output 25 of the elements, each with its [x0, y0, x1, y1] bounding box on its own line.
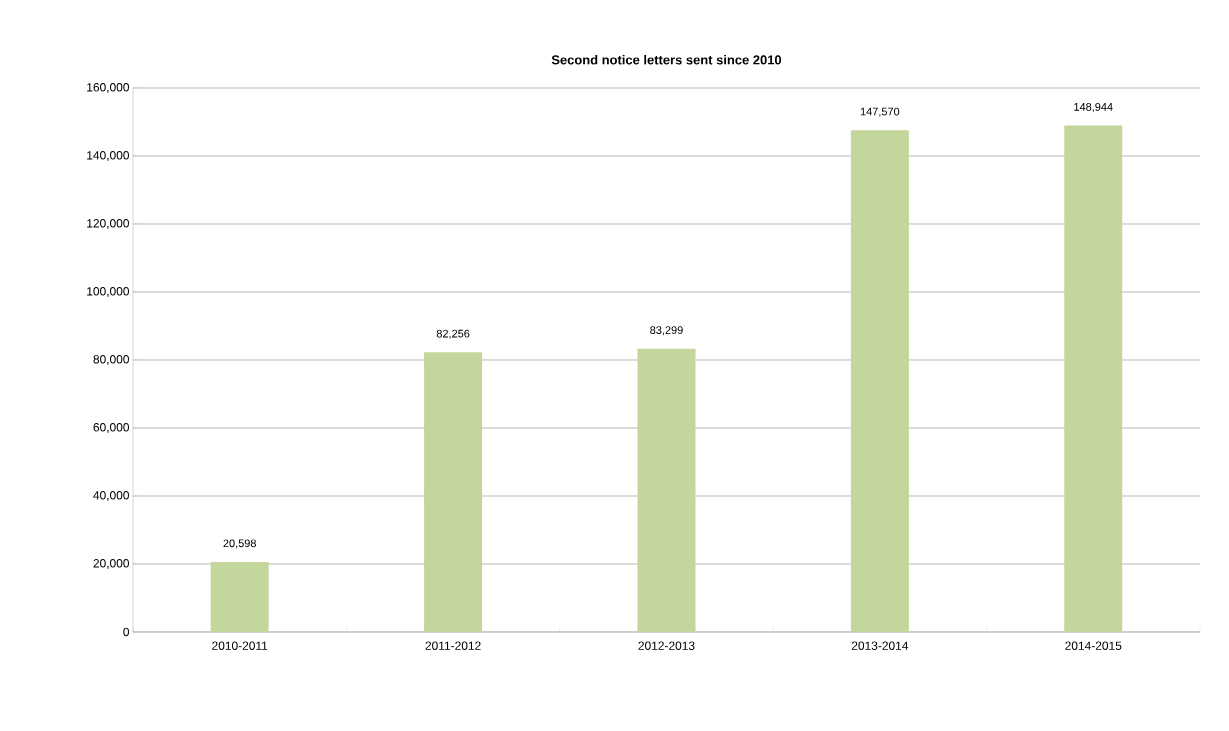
x-tick-label: 2010-2011: [212, 641, 268, 650]
x-tick-label: 2012-2013: [638, 641, 695, 650]
y-tick-label: 80,000: [93, 355, 130, 365]
bar: [637, 348, 696, 632]
chart-title: Second notice letters sent since 2010: [551, 54, 782, 65]
y-tick-label: 160,000: [87, 83, 130, 93]
y-tick-label: 120,000: [87, 219, 130, 229]
x-tick-label: 2011-2012: [425, 641, 481, 650]
y-tick-label: 60,000: [93, 423, 130, 433]
bar: [1064, 125, 1123, 632]
bar: [850, 130, 909, 632]
y-tick-label: 100,000: [87, 287, 130, 297]
bar: [210, 561, 269, 632]
x-tick-label: 2013-2014: [851, 641, 909, 650]
data-label: 148,944: [1074, 103, 1113, 113]
bar: [424, 352, 483, 632]
y-tick-label: 20,000: [93, 559, 130, 569]
x-tick-label: 2014-2015: [1065, 641, 1122, 650]
data-label: 147,570: [860, 107, 900, 117]
y-tick-label: 40,000: [93, 491, 130, 501]
y-tick-label: 140,000: [87, 151, 130, 161]
data-label: 82,256: [436, 329, 470, 339]
y-tick-label: 0: [123, 627, 130, 637]
data-label: 83,299: [650, 326, 683, 336]
data-label: 20,598: [223, 539, 256, 549]
